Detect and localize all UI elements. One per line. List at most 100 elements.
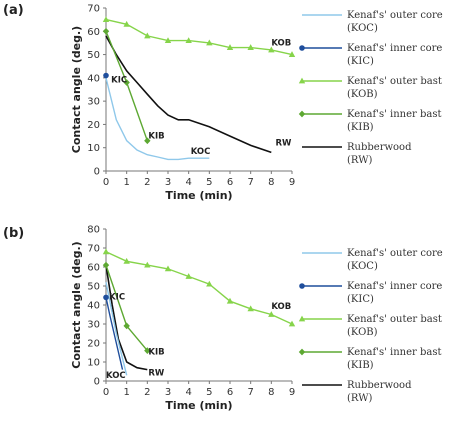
series-kob-point [164, 265, 172, 272]
x-tick-label: 6 [227, 177, 233, 188]
series-kib-inline-label: KIB [148, 347, 164, 357]
x-tick-label: 9 [289, 177, 295, 188]
series-koc-line [105, 77, 210, 161]
series-kob-point [185, 273, 192, 279]
legend-swatch-marker [298, 77, 306, 84]
series-kob-point [123, 257, 130, 264]
x-tick-label: 0 [103, 177, 109, 188]
legend-label: Kenaf's' outer bast [347, 76, 442, 87]
series-rw-line [105, 35, 272, 154]
series-kob-point [288, 320, 296, 327]
series-kob-point [185, 37, 192, 43]
series-kob-point [164, 37, 172, 43]
legend-item-kic: Kenaf's' inner core (KIC) [299, 43, 442, 67]
legend-abbrev: (RW) [347, 155, 372, 166]
y-tick-label: 80 [87, 225, 100, 236]
series-kob-point [226, 297, 234, 304]
series-koc-inline-label: KOC [191, 147, 211, 157]
series-kob-point [144, 32, 151, 39]
series-kic-line [105, 297, 124, 370]
y-tick-label: 20 [87, 120, 100, 131]
legend-item-kib: Kenaf's' inner bast (KIB) [298, 109, 442, 133]
series-kob-point [206, 39, 213, 46]
legend-label: Rubberwood [347, 142, 412, 153]
x-tick-label: 1 [123, 387, 129, 398]
series-kob: KOB [102, 248, 296, 327]
y-tick-label: 30 [87, 320, 100, 331]
series-kob-line [105, 251, 293, 325]
series-kic: KIC [103, 72, 127, 86]
series-kib: KIB [102, 261, 165, 357]
legend-item-koc: Kenaf's' outer core (KOC) [302, 10, 443, 34]
series-kob-point [288, 51, 296, 57]
x-tick-label: 0 [103, 387, 109, 398]
x-tick-label: 7 [247, 387, 253, 398]
x-axis-title: Time (min) [165, 399, 232, 412]
y-tick-label: 10 [87, 358, 100, 369]
panel-a-label: (a) [3, 3, 24, 18]
series-kic-inline-label: KIC [109, 292, 125, 302]
x-axis-title: Time (min) [165, 189, 232, 202]
legend-item-kic: Kenaf's' inner core (KIC) [299, 281, 442, 305]
legend-abbrev: (RW) [347, 393, 372, 404]
legend-item-rw: Rubberwood (RW) [302, 380, 412, 404]
series-rw: RW [105, 264, 165, 378]
y-tick-label: 70 [87, 4, 100, 15]
legend-label: Kenaf's' inner core [347, 43, 442, 54]
legend-abbrev: (KOB) [347, 89, 378, 100]
legend-swatch-marker [299, 283, 305, 289]
series-kob-inline-label: KOB [271, 38, 291, 48]
series-kib-point [144, 347, 151, 354]
legend-label: Kenaf's' outer bast [347, 314, 442, 325]
y-tick-label: 60 [87, 263, 100, 274]
x-tick-label: 8 [268, 387, 274, 398]
legend-swatch-marker [298, 348, 306, 356]
series-rw-inline-label: RW [148, 368, 165, 378]
legend-label: Kenaf's' outer core [347, 248, 443, 259]
y-tick-label: 10 [87, 143, 100, 154]
legend-abbrev: (KIB) [347, 360, 374, 371]
legend-abbrev: (KIC) [347, 56, 374, 67]
series-kic-inline-label: KIC [111, 76, 127, 86]
x-tick-label: 5 [206, 177, 212, 188]
panel-a: (a) 0 10 20 30 40 50 60 70 0 1 2 3 4 5 6 7 8 9 Time (min) C… [3, 3, 443, 202]
x-tick-label: 2 [144, 387, 150, 398]
y-axis-title: Contact angle (deg.) [70, 26, 83, 153]
legend-label: Kenaf's' inner core [347, 281, 442, 292]
legend-item-rw: Rubberwood (RW) [302, 142, 412, 166]
x-tick-label: 6 [227, 387, 233, 398]
legend-swatch-marker [298, 315, 306, 322]
x-tick-label: 8 [268, 177, 274, 188]
x-tick-label: 3 [165, 177, 171, 188]
series-kob-point [144, 261, 151, 268]
series-kib-point [102, 261, 110, 269]
legend-abbrev: (KOC) [347, 261, 378, 272]
y-tick-label: 0 [94, 167, 100, 178]
series-kob-point [268, 311, 275, 317]
series-kob: KOB [102, 16, 296, 57]
series-kob-point [268, 46, 275, 53]
series-kic: KIC [103, 292, 125, 370]
y-tick-label: 60 [87, 27, 100, 38]
series-kib-inline-label: KIB [148, 131, 164, 141]
x-tick-label: 1 [123, 177, 129, 188]
x-tick-label: 4 [185, 387, 191, 398]
series-kib-point [102, 27, 110, 35]
series-kob-line [105, 18, 293, 56]
y-tick-label: 40 [87, 73, 100, 84]
series-koc-inline-label: KOC [106, 371, 126, 381]
series-kic-point [103, 294, 109, 301]
legend-label: Kenaf's' outer core [347, 10, 443, 21]
y-tick-label: 50 [87, 282, 100, 293]
y-tick-label: 30 [87, 97, 100, 108]
legend-label: Rubberwood [347, 380, 412, 391]
x-tick-label: 9 [289, 387, 295, 398]
legend: Kenaf's' outer core (KOC) Kenaf's' inner c… [298, 248, 443, 404]
legend-item-kob: Kenaf's' outer bast (KOB) [298, 314, 442, 338]
x-tick-label: 2 [144, 177, 150, 188]
legend: Kenaf's' outer core (KOC) Kenaf's' inner c… [298, 10, 443, 166]
legend-label: Kenaf's' inner bast [347, 109, 442, 120]
legend-abbrev: (KOB) [347, 327, 378, 338]
series-kib-point [123, 322, 130, 330]
